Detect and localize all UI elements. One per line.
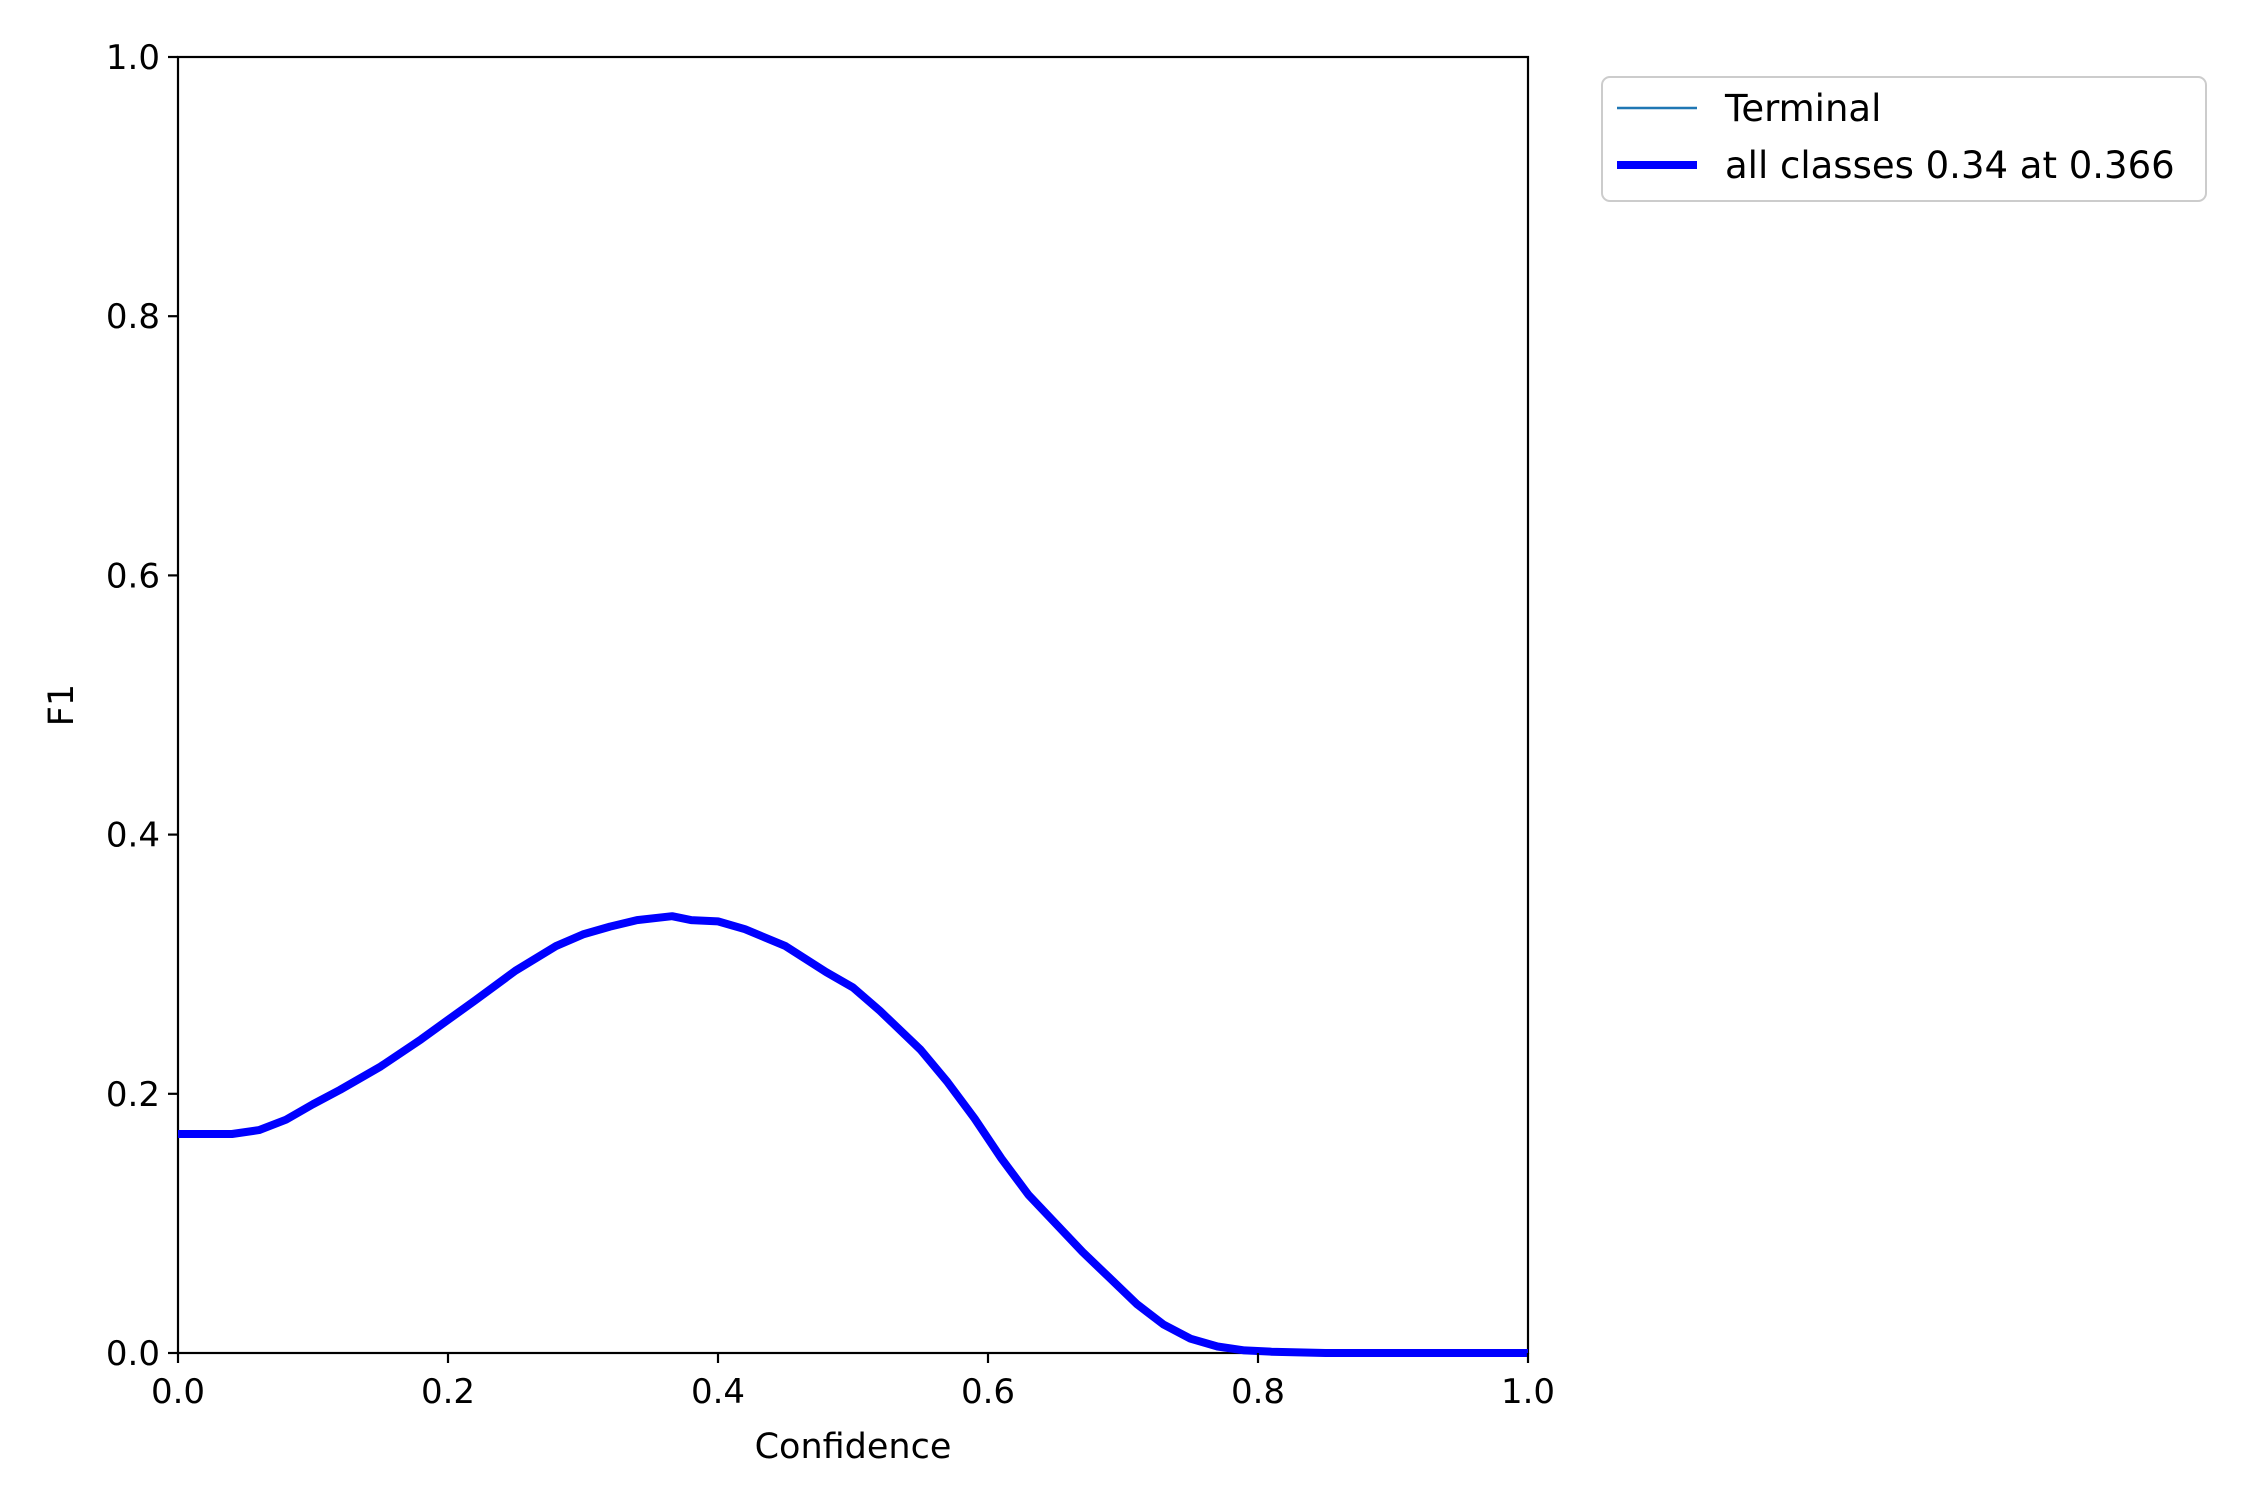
- y-tick-label: 0.6: [106, 556, 160, 596]
- x-tick-label: 0.2: [421, 1372, 475, 1412]
- x-tick-label: 1.0: [1501, 1372, 1555, 1412]
- legend: Terminal all classes 0.34 at 0.366: [1601, 76, 2207, 202]
- plot-area: [176, 55, 1530, 1357]
- x-tick-label: 0.4: [691, 1372, 745, 1412]
- x-axis-ticks: 0.0 0.2 0.4 0.6 0.8 1.0: [151, 1353, 1555, 1412]
- y-tick-label: 0.2: [106, 1075, 160, 1115]
- y-axis-ticks: 0.0 0.2 0.4 0.6 0.8 1.0: [106, 38, 178, 1374]
- axes-frame: [176, 55, 1530, 1355]
- legend-frame: [1601, 76, 2207, 202]
- x-tick-label: 0.6: [961, 1372, 1015, 1412]
- y-tick-label: 0.4: [106, 816, 160, 856]
- x-tick-label: 0.8: [1231, 1372, 1285, 1412]
- y-tick-label: 1.0: [106, 38, 160, 78]
- x-axis-label: Confidence: [755, 1427, 952, 1467]
- y-axis-label: F1: [42, 684, 82, 726]
- legend-label-0: Terminal: [1724, 87, 1881, 130]
- x-tick-label: 0.0: [151, 1372, 205, 1412]
- legend-entries: Terminal all classes 0.34 at 0.366: [1617, 87, 2175, 187]
- y-tick-label: 0.8: [106, 297, 160, 337]
- series-layer: [178, 912, 1528, 1357]
- legend-label-1: all classes 0.34 at 0.366: [1725, 144, 2175, 187]
- series-line-1: [178, 912, 1528, 1357]
- y-tick-label: 0.0: [106, 1334, 160, 1374]
